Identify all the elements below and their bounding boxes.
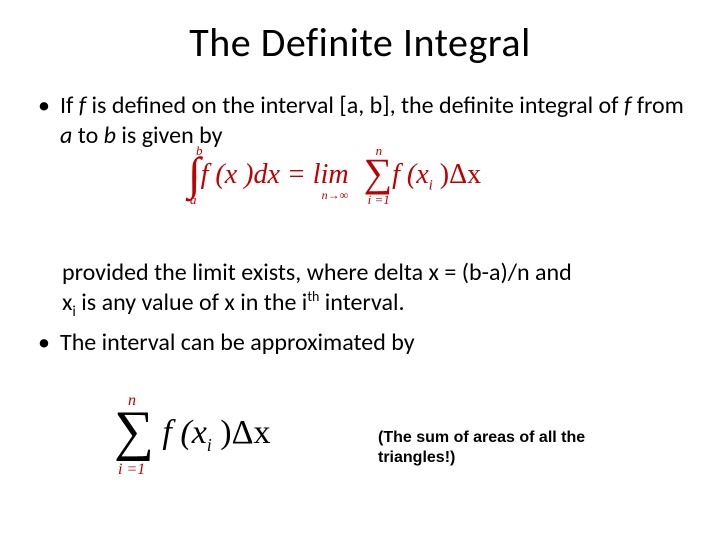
superscript-th: th <box>307 288 319 305</box>
text-fragment: is any value of x in the i <box>76 288 307 317</box>
formula-lhs: f (x )dx = lim <box>201 159 349 190</box>
limit-subscript: n→∞ <box>322 188 349 203</box>
explanatory-note: (The sum of areas of all the triangles!) <box>378 428 658 468</box>
sigma-icon: ∑ <box>114 412 154 451</box>
text-fragment: interval. <box>319 288 404 317</box>
sigma-icon: ∑ <box>364 157 393 189</box>
bullet-text: If f is defined on the interval [a, b], … <box>60 91 684 151</box>
sum-lower-bound: i =1 <box>368 192 390 208</box>
slide: The Definite Integral • If f is defined … <box>0 0 720 540</box>
var-a: a <box>60 121 72 150</box>
formula-rhs-tail: )Δx <box>433 159 481 190</box>
bullet-definition: • If f is defined on the interval [a, b]… <box>36 91 684 151</box>
formula-rhs: f (x <box>392 159 429 190</box>
slide-body: • If f is defined on the interval [a, b]… <box>0 91 720 249</box>
text-fragment: from <box>631 91 684 120</box>
integral-lower-bound: a <box>190 192 197 208</box>
bullet-marker: • <box>36 328 60 358</box>
formula-body: f (x <box>162 414 206 451</box>
var-x: x <box>62 288 72 317</box>
text-fragment: to <box>72 121 103 150</box>
bullet-text: The interval can be approximated by <box>60 328 415 358</box>
text-fragment: is defined on the interval [a, b], the d… <box>86 91 624 120</box>
lower-region: n ∑ i =1 f (xi )Δx (The sum of areas of … <box>0 398 720 518</box>
bullet-approximation: • The interval can be approximated by <box>36 328 684 358</box>
integral-icon: ∫ <box>188 158 201 190</box>
text-fragment: provided the limit exists, where delta x… <box>62 258 572 287</box>
var-b: b <box>104 121 116 150</box>
formula-riemann-sum: n ∑ i =1 f (xi )Δx <box>114 414 270 456</box>
slide-title: The Definite Integral <box>0 0 720 91</box>
bullet-marker: • <box>36 91 60 151</box>
formula-body-tail: )Δx <box>212 414 271 451</box>
text-fragment: is given by <box>116 121 223 150</box>
text-fragment: If <box>60 91 79 120</box>
sum-lower-bound: i =1 <box>118 461 145 479</box>
formula-definite-integral: b ∫ a f (x )dx = lim n→∞ n ∑ i =1 f (xi … <box>36 157 684 249</box>
continuation-text: provided the limit exists, where delta x… <box>36 258 684 358</box>
